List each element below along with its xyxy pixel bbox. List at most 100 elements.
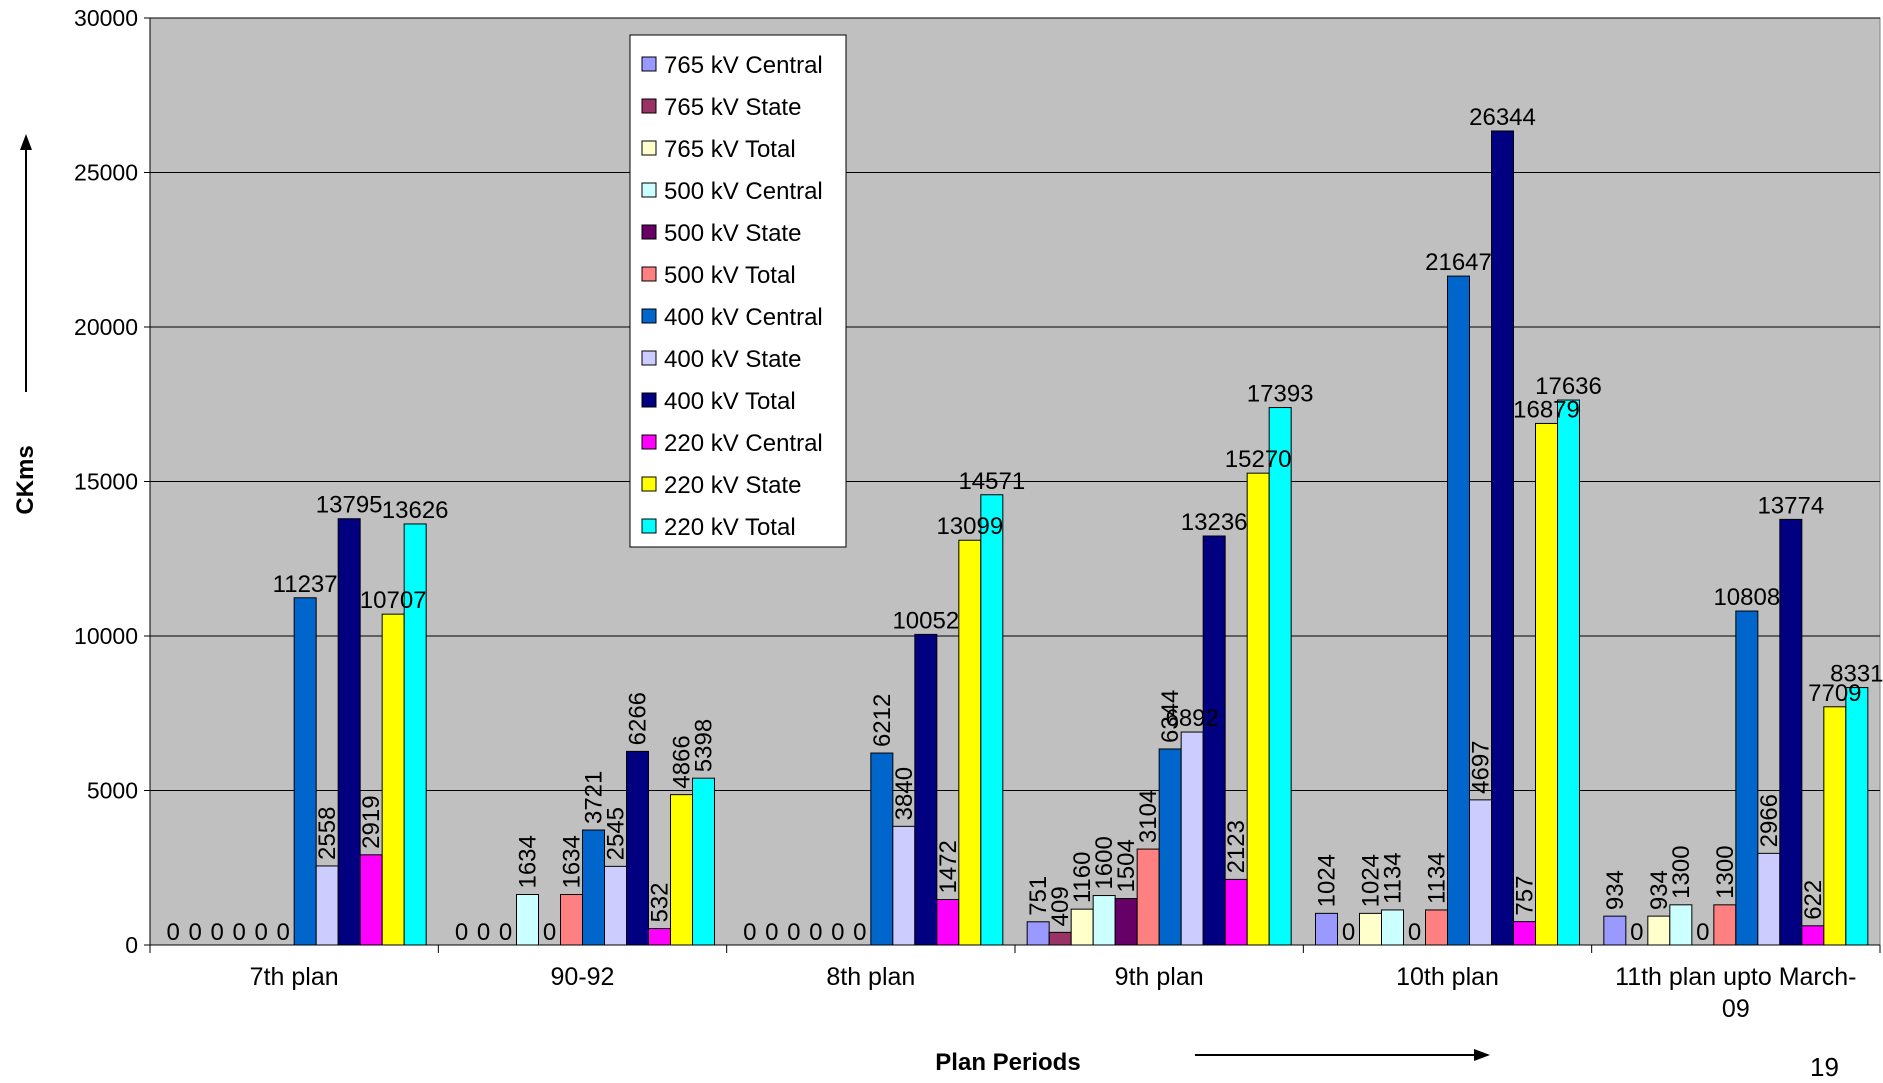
data-label: 1134 bbox=[1380, 852, 1407, 904]
legend-label: 500 kV Central bbox=[664, 178, 823, 205]
data-label: 757 bbox=[1512, 876, 1539, 916]
data-label: 0 bbox=[455, 919, 468, 946]
data-label: 6212 bbox=[869, 694, 896, 747]
bar bbox=[915, 634, 937, 945]
data-label: 6892 bbox=[1165, 705, 1218, 732]
data-label: 0 bbox=[188, 919, 201, 946]
bar bbox=[382, 614, 404, 945]
x-tick-label: 9th plan bbox=[1115, 963, 1204, 991]
bar bbox=[1448, 276, 1470, 945]
data-label: 0 bbox=[232, 919, 245, 946]
x-tick-label: 90-92 bbox=[551, 963, 615, 991]
data-label: 2919 bbox=[358, 795, 385, 848]
bar bbox=[1181, 732, 1203, 945]
y-axis: 050001000015000200002500030000 bbox=[74, 5, 150, 958]
bar bbox=[1470, 800, 1492, 945]
bar bbox=[1247, 473, 1269, 945]
bar bbox=[1360, 913, 1382, 945]
bar bbox=[316, 866, 338, 945]
bar bbox=[360, 855, 382, 945]
bar bbox=[1714, 905, 1736, 945]
data-label: 13236 bbox=[1181, 509, 1248, 536]
y-tick-label: 20000 bbox=[74, 314, 138, 340]
bar bbox=[981, 495, 1003, 945]
data-label: 0 bbox=[853, 919, 866, 946]
bar bbox=[583, 830, 605, 945]
bar bbox=[1492, 131, 1514, 945]
legend-swatch bbox=[642, 57, 656, 71]
bar bbox=[1137, 849, 1159, 945]
x-tick-label: 7th plan bbox=[250, 963, 339, 991]
legend-label: 765 kV Total bbox=[664, 136, 796, 163]
data-label: 13099 bbox=[936, 513, 1003, 540]
data-label: 0 bbox=[499, 919, 512, 946]
legend-swatch bbox=[642, 309, 656, 323]
legend-label: 765 kV State bbox=[664, 94, 801, 121]
data-label: 1634 bbox=[559, 835, 586, 888]
data-label: 1300 bbox=[1712, 845, 1739, 898]
bar bbox=[1670, 905, 1692, 945]
data-label: 0 bbox=[543, 919, 556, 946]
data-label: 0 bbox=[1342, 919, 1355, 946]
legend-label: 400 kV State bbox=[664, 346, 801, 373]
bar bbox=[1780, 519, 1802, 945]
y-axis-title: CKms bbox=[12, 445, 39, 514]
x-tick-label: 11th plan upto March- bbox=[1615, 963, 1856, 991]
legend-swatch bbox=[642, 99, 656, 113]
legend-label: 400 kV Central bbox=[664, 304, 823, 331]
data-label: 0 bbox=[787, 919, 800, 946]
data-label: 622 bbox=[1800, 880, 1827, 920]
legend-label: 500 kV Total bbox=[664, 262, 796, 289]
data-label: 2966 bbox=[1756, 794, 1783, 847]
bar bbox=[937, 900, 959, 945]
legend-label: 220 kV Total bbox=[664, 514, 796, 541]
bar bbox=[338, 519, 360, 945]
y-tick-label: 10000 bbox=[74, 623, 138, 649]
data-label: 17636 bbox=[1535, 373, 1602, 400]
legend-swatch bbox=[642, 519, 656, 533]
data-label: 0 bbox=[765, 919, 778, 946]
data-label: 1634 bbox=[515, 835, 542, 888]
data-label: 10052 bbox=[892, 607, 959, 634]
bar bbox=[1049, 932, 1071, 945]
legend-swatch bbox=[642, 393, 656, 407]
bar bbox=[1382, 910, 1404, 945]
data-label: 21647 bbox=[1425, 249, 1492, 276]
data-label: 0 bbox=[1630, 919, 1643, 946]
bar bbox=[1604, 916, 1626, 945]
bar bbox=[1093, 896, 1115, 945]
legend-label: 220 kV State bbox=[664, 472, 801, 499]
x-axis-title: Plan Periods bbox=[935, 1049, 1080, 1075]
data-label: 0 bbox=[276, 919, 289, 946]
data-label: 4697 bbox=[1468, 740, 1495, 793]
data-label: 10707 bbox=[360, 587, 427, 614]
data-label: 0 bbox=[210, 919, 223, 946]
bar bbox=[1514, 922, 1536, 945]
data-label: 13795 bbox=[316, 492, 383, 519]
legend-swatch bbox=[642, 141, 656, 155]
x-tick-label: 09 bbox=[1722, 995, 1750, 1023]
data-label: 1134 bbox=[1424, 852, 1451, 904]
bar bbox=[1558, 400, 1580, 945]
legend-swatch bbox=[642, 267, 656, 281]
y-axis-arrowhead bbox=[20, 134, 32, 150]
y-tick-label: 30000 bbox=[74, 5, 138, 31]
data-label: 3840 bbox=[891, 767, 918, 820]
legend-label: 500 kV State bbox=[664, 220, 801, 247]
data-label: 11237 bbox=[273, 571, 338, 598]
data-label: 0 bbox=[743, 919, 756, 946]
bar bbox=[1536, 423, 1558, 945]
data-label: 532 bbox=[647, 883, 674, 923]
bar bbox=[1225, 879, 1247, 945]
bar bbox=[693, 778, 715, 945]
bar bbox=[871, 753, 893, 945]
bar bbox=[294, 598, 316, 945]
y-tick-label: 15000 bbox=[74, 469, 138, 495]
bar bbox=[1027, 922, 1049, 945]
data-label: 8331 bbox=[1830, 661, 1883, 688]
bar bbox=[1071, 909, 1093, 945]
x-tick-label: 8th plan bbox=[826, 963, 915, 991]
bar bbox=[1824, 707, 1846, 945]
data-label: 1472 bbox=[935, 840, 962, 893]
